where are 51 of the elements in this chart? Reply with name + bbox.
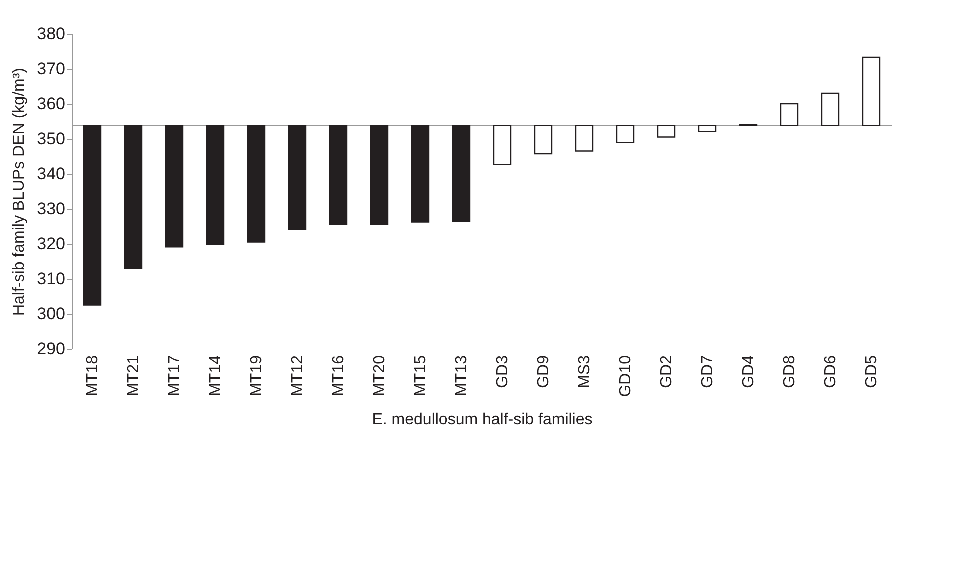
x-axis-title: E. medullosum half-sib families — [372, 411, 593, 428]
bar — [329, 125, 348, 226]
y-tick-label: 290 — [37, 340, 66, 358]
bar — [698, 125, 717, 132]
y-tick-label: 380 — [37, 24, 66, 44]
x-tick-label: GD8 — [782, 355, 798, 388]
bar — [247, 125, 266, 243]
y-tick-label: 340 — [37, 164, 66, 184]
x-tick-label: MT19 — [248, 355, 266, 396]
bar — [124, 125, 143, 270]
x-tick-label: MT12 — [290, 355, 306, 396]
x-tick-label: GD6 — [822, 355, 840, 388]
x-tick-label: GD7 — [700, 355, 716, 388]
x-tick-label: MS3 — [576, 355, 594, 388]
y-tick-label: 360 — [37, 94, 66, 114]
x-tick-label: GD3 — [494, 355, 512, 388]
x-tick-label: MT18 — [84, 355, 102, 396]
x-tick-label: GD2 — [658, 355, 676, 388]
x-tick-label: MT15 — [412, 355, 430, 396]
x-tick-label: MT20 — [372, 355, 388, 396]
y-tick-label: 350 — [37, 130, 66, 148]
y-tick-label: 370 — [37, 60, 66, 78]
bar — [83, 125, 102, 306]
x-tick-label: GD5 — [864, 355, 880, 388]
bar — [165, 125, 184, 248]
y-axis-title: Half-sib family BLUPs DEN (kg/m³) — [11, 68, 28, 316]
bar — [616, 125, 635, 144]
x-tick-label: GD4 — [740, 355, 758, 388]
x-tick-label: MT16 — [330, 355, 348, 396]
x-tick-label: GD9 — [536, 355, 552, 388]
bar — [862, 56, 881, 126]
bar — [821, 92, 840, 126]
y-tick-label: 320 — [37, 234, 66, 254]
bar — [780, 103, 799, 126]
bar — [452, 125, 471, 223]
x-tick-label: MT14 — [208, 355, 224, 396]
x-tick-label: GD10 — [618, 355, 634, 398]
x-tick-label: MT17 — [166, 355, 184, 396]
bar — [288, 125, 307, 230]
bar — [575, 125, 594, 152]
bar — [534, 125, 553, 155]
y-tick-label: 330 — [37, 200, 66, 218]
bar — [657, 125, 676, 138]
bar — [370, 125, 389, 226]
y-tick-label: 310 — [37, 270, 66, 288]
bar — [493, 125, 512, 166]
x-tick-label: MT13 — [454, 355, 470, 396]
x-tick-label: MT21 — [126, 355, 142, 396]
bar — [411, 125, 430, 223]
y-tick-label: 300 — [37, 304, 66, 324]
bar — [206, 125, 225, 245]
